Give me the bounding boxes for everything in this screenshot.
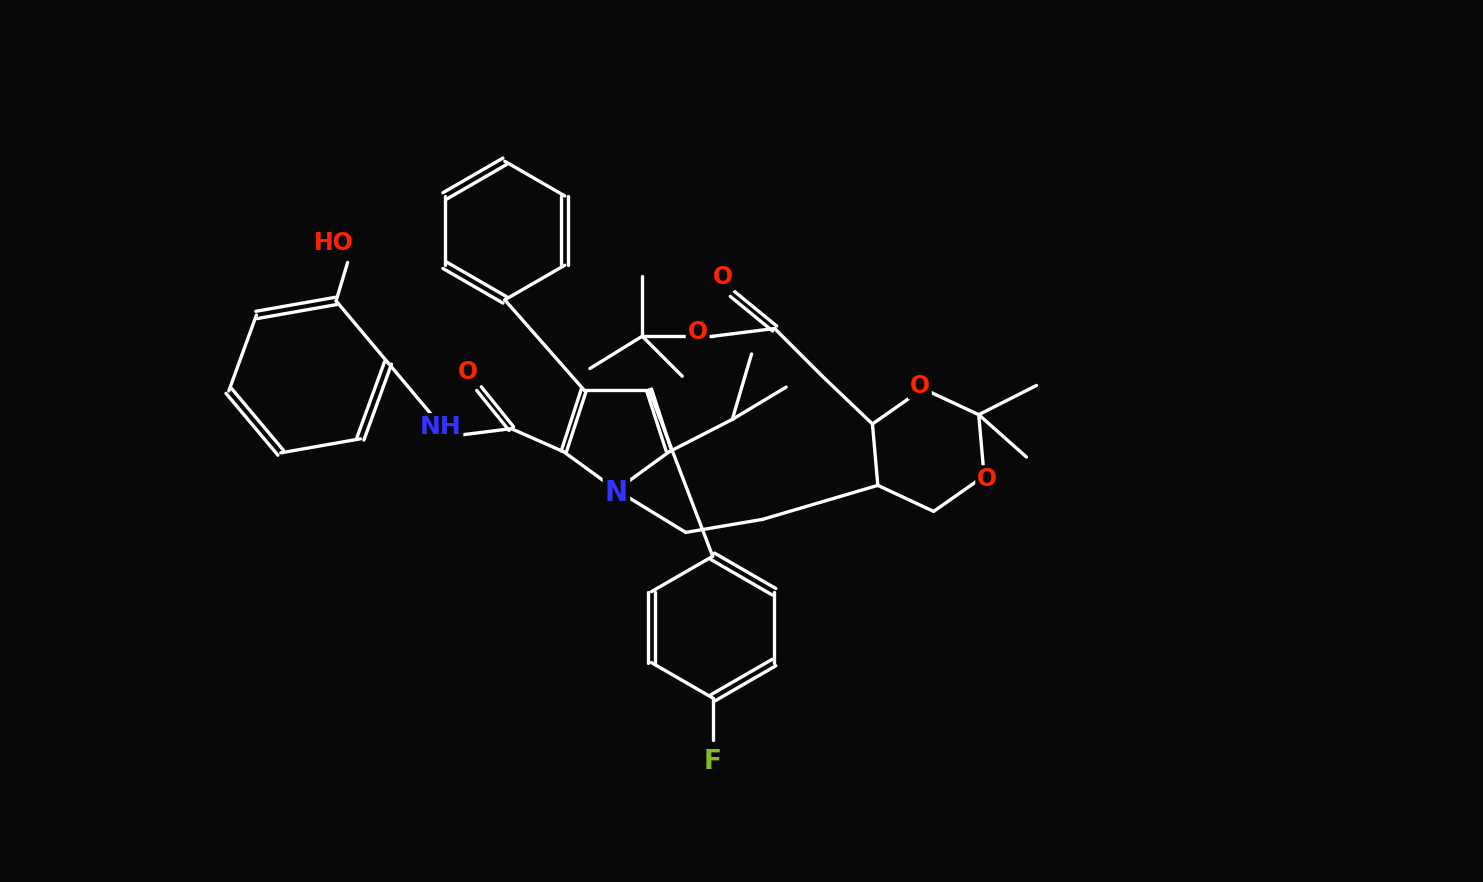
Text: O: O	[688, 319, 707, 344]
Text: O: O	[713, 265, 733, 289]
Text: F: F	[703, 749, 722, 775]
Text: O: O	[977, 467, 997, 491]
Text: N: N	[605, 479, 627, 507]
Text: O: O	[457, 360, 478, 384]
Text: O: O	[909, 374, 930, 398]
Text: NH: NH	[420, 415, 461, 439]
Text: HO: HO	[314, 231, 354, 255]
